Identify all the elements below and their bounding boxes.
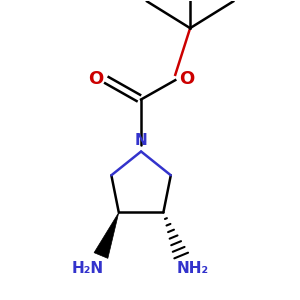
Polygon shape bbox=[94, 212, 119, 258]
Text: O: O bbox=[179, 70, 194, 88]
Text: NH₂: NH₂ bbox=[177, 261, 209, 276]
Text: N: N bbox=[135, 133, 148, 148]
Text: O: O bbox=[88, 70, 103, 88]
Text: H₂N: H₂N bbox=[71, 261, 103, 276]
